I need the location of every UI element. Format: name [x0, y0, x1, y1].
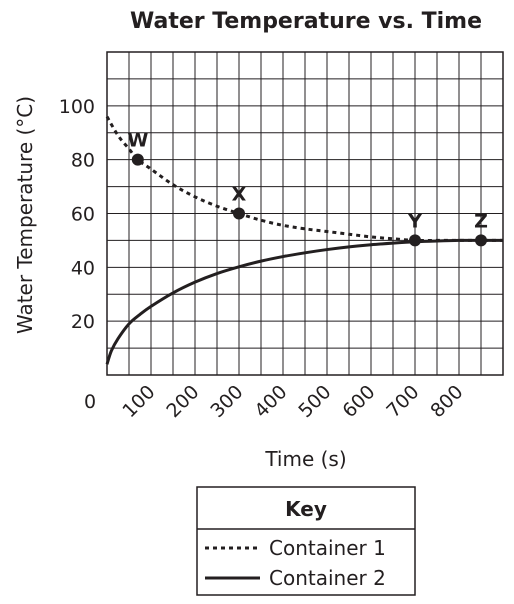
x-tick-label: 100: [118, 381, 159, 422]
point-y: [409, 234, 421, 247]
x-tick-label: 700: [382, 381, 423, 422]
key-label-container-2: Container 2: [269, 566, 386, 590]
key-label-container-1: Container 1: [269, 536, 386, 560]
y-axis-label: Water Temperature (°C): [13, 96, 37, 334]
x-axis-label: Time (s): [264, 447, 346, 471]
y-tick-label: 20: [71, 311, 95, 333]
chart-title: Water Temperature vs. Time: [130, 9, 482, 34]
point-w: [131, 153, 144, 166]
point-label-y: Y: [407, 210, 422, 232]
y-tick-label: 80: [71, 150, 95, 172]
labeled-points: W X Y Z: [127, 130, 488, 247]
origin-label: 0: [84, 391, 96, 413]
x-tick-label: 600: [338, 381, 379, 422]
point-label-w: W: [127, 130, 148, 152]
y-tick-labels: 20 40 60 80 100: [59, 96, 95, 333]
y-tick-label: 100: [59, 96, 95, 118]
x-tick-label: 200: [162, 381, 203, 422]
y-tick-label: 60: [71, 204, 95, 226]
grid: [107, 52, 503, 375]
series-line-container-2: [105, 238, 503, 365]
x-tick-labels: 100 200 300 400 500 600 700 800: [118, 381, 467, 422]
point-z: [475, 234, 487, 247]
point-label-x: X: [232, 184, 247, 206]
key-legend: Key Container 1 Container 2: [196, 486, 416, 596]
x-tick-label: 400: [250, 381, 291, 422]
x-tick-label: 300: [206, 381, 247, 422]
y-tick-label: 40: [71, 257, 95, 279]
key-title: Key: [285, 497, 327, 521]
plot-frame: [106, 51, 504, 376]
point-x: [233, 207, 245, 220]
x-tick-label: 800: [426, 381, 467, 422]
point-label-z: Z: [474, 210, 488, 232]
x-tick-label: 500: [294, 381, 335, 422]
